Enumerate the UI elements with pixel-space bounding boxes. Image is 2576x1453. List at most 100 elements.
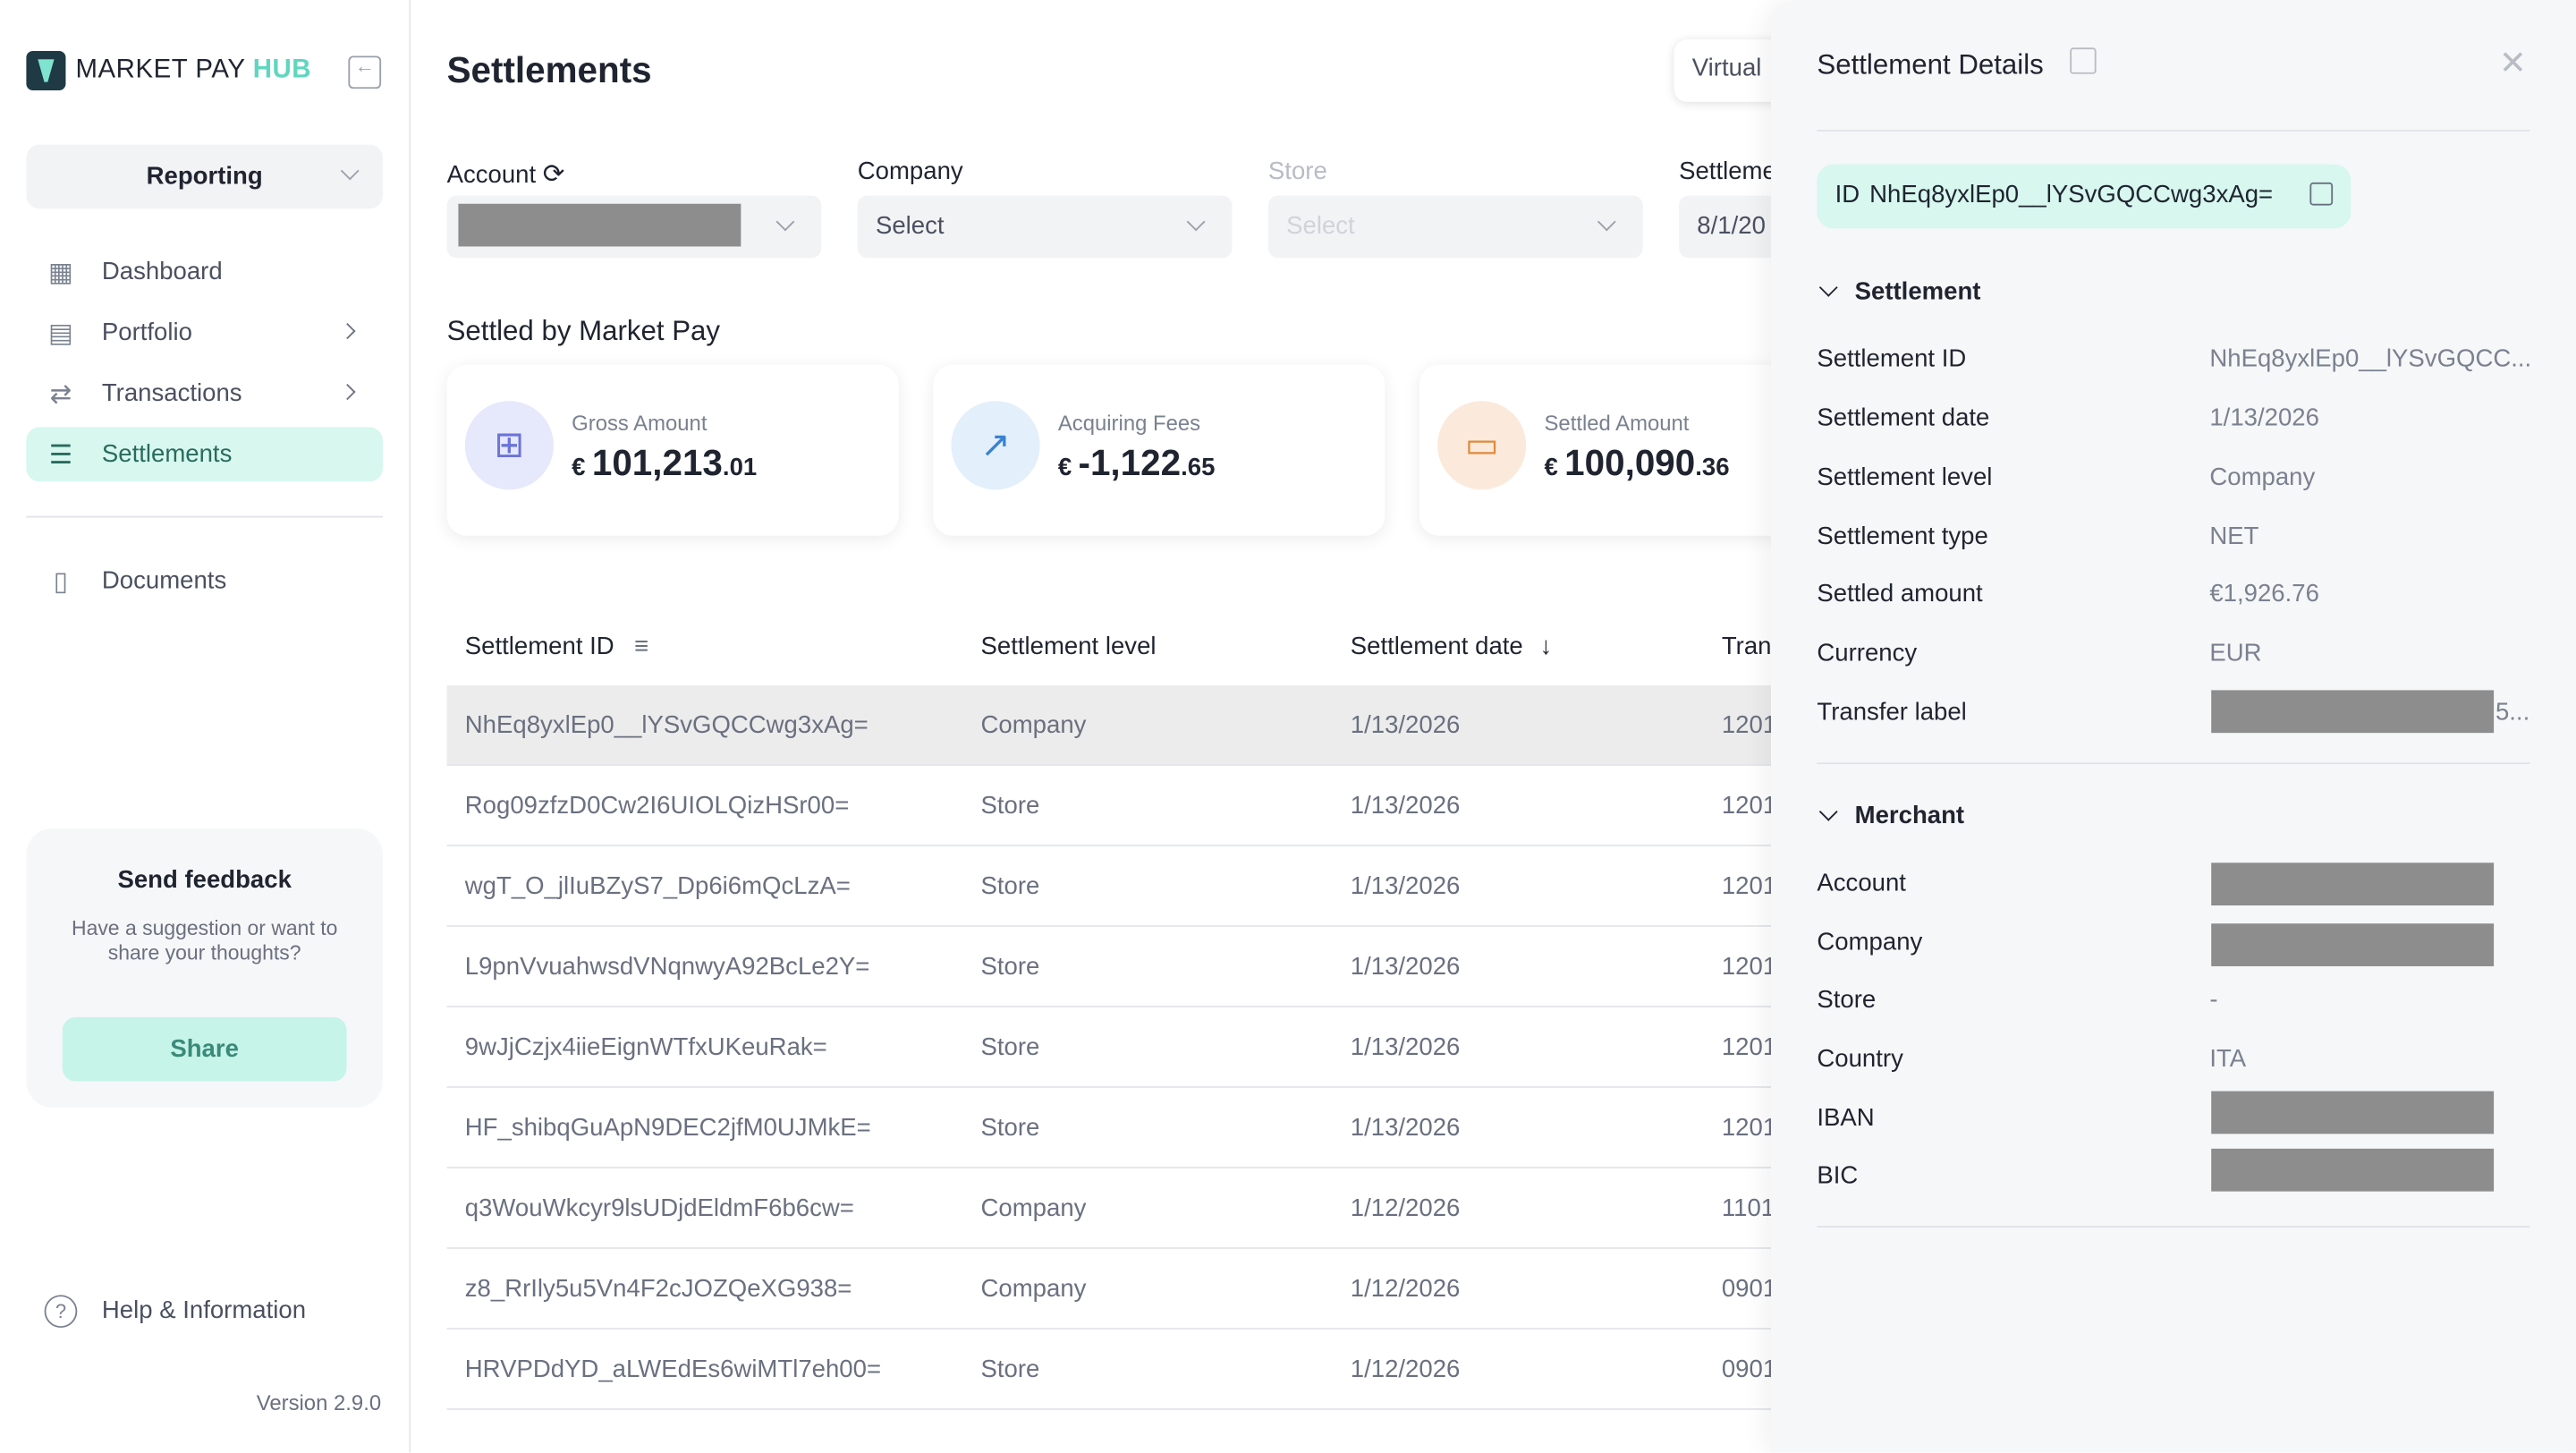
kpi-integer: 100,090	[1564, 442, 1696, 483]
table-row[interactable]: HF_shibqGuApN9DEC2jfM0UJMkE= Store 1/13/…	[446, 1088, 1775, 1168]
brand-name: MARKET PAY	[75, 55, 253, 84]
share-button[interactable]: Share	[62, 1016, 347, 1082]
settlement-date-value: 8/1/20	[1697, 211, 1766, 241]
detail-value: 1/13/2026	[2209, 404, 2319, 433]
sidebar-item-documents[interactable]: ▯ Documents	[26, 554, 383, 608]
chevron-down-icon	[1186, 212, 1206, 232]
kpi-label: Acquiring Fees	[1057, 411, 1201, 436]
kpi-currency: €	[1057, 453, 1072, 482]
sidebar-item-transactions[interactable]: ⇄ Transactions	[26, 367, 383, 421]
detail-value: Company	[2209, 463, 2316, 492]
cell-settlement-id: q3WouWkcyr9lsUDjdEldmF6b6cw=	[464, 1194, 854, 1223]
settlement-details-panel: Settlement Details ✕ ID NhEq8yxlEp0__lYSv…	[1770, 0, 2576, 1453]
kpi-currency: €	[1544, 453, 1558, 482]
cell-transfer: 1201	[1721, 1114, 1775, 1143]
filter-icon[interactable]: ≡	[634, 633, 649, 661]
table-row[interactable]: HRVPDdYD_aLWEdEs6wiMTl7eh00= Store 1/12/…	[446, 1330, 1775, 1410]
account-select[interactable]	[446, 195, 822, 259]
cell-transfer: 0901	[1721, 1355, 1775, 1384]
bookmark-plus-icon: ⊞	[464, 401, 554, 490]
kpi-integer: 101,213	[591, 442, 723, 483]
cell-settlement-level: Store	[980, 1114, 1040, 1143]
sidebar-divider	[26, 515, 383, 518]
cell-transfer: 1201	[1721, 872, 1775, 901]
feedback-title: Send feedback	[117, 865, 292, 895]
table-row[interactable]: Rog09zfzD0Cw2I6UIOLQizHSr00= Store 1/13/…	[446, 766, 1775, 846]
detail-key: IBAN	[1817, 1104, 1875, 1133]
cell-settlement-level: Store	[980, 1033, 1040, 1062]
table-row[interactable]: z8_RrIly5u5Vn4F2cJOZQeXG938= Company 1/1…	[446, 1249, 1775, 1330]
detail-value: EUR	[2209, 639, 2262, 667]
sidebar-item-settlements[interactable]: ☰ Settlements	[26, 427, 383, 482]
cell-settlement-id: 9wJjCzjx4iieEignWTfxUKeuRak=	[464, 1033, 827, 1062]
sidebar-item-dashboard[interactable]: ▦ Dashboard	[26, 245, 383, 300]
cell-settlement-id: HF_shibqGuApN9DEC2jfM0UJMkE=	[464, 1114, 871, 1143]
detail-key: Company	[1817, 928, 1923, 956]
settlement-date-filter-label: Settleme	[1679, 157, 1776, 186]
cell-settlement-date: 1/12/2026	[1350, 1275, 1461, 1304]
panel-divider	[1817, 130, 2530, 132]
table-row[interactable]: L9pnVvuahwsdVNqnwyA92BcLe2Y= Store 1/13/…	[446, 927, 1775, 1007]
column-header-transfer[interactable]: Tran	[1721, 633, 1772, 661]
bookmark-icon: ▭	[1437, 401, 1527, 490]
collapse-sidebar-icon[interactable]	[348, 55, 382, 89]
cell-settlement-level: Store	[980, 872, 1040, 901]
cell-settlement-id: wgT_O_jlIuBZyS7_Dp6i6mQcLzA=	[464, 872, 851, 901]
company-select[interactable]: Select	[857, 195, 1233, 259]
column-header-settlement-id[interactable]: Settlement ID ≡	[465, 608, 648, 685]
copy-icon[interactable]	[2309, 182, 2334, 206]
section-label: Merchant	[1854, 802, 1965, 830]
cell-transfer: 1201	[1721, 711, 1775, 740]
cell-settlement-date: 1/13/2026	[1350, 792, 1461, 820]
cell-settlement-level: Store	[980, 792, 1040, 820]
store-select[interactable]: Select	[1267, 195, 1643, 259]
settlement-section-toggle[interactable]: Settlement	[1817, 277, 1980, 306]
chevron-down-icon	[1597, 212, 1616, 232]
cell-transfer: 0901	[1721, 1275, 1775, 1304]
main-content: Settlements Virtual Account ⟳ Company Se…	[411, 0, 2576, 1453]
close-icon[interactable]: ✕	[2499, 46, 2527, 82]
account-label: Account	[446, 160, 537, 190]
kpi-decimals: .36	[1695, 453, 1730, 482]
merchant-section-toggle[interactable]: Merchant	[1817, 802, 1965, 830]
cell-settlement-id: Rog09zfzD0Cw2I6UIOLQizHSr00=	[464, 792, 850, 820]
section-selector[interactable]: Reporting	[26, 144, 383, 209]
table-row[interactable]: q3WouWkcyr9lsUDjdEldmF6b6cw= Company 1/1…	[446, 1168, 1775, 1249]
cell-transfer: 1201	[1721, 953, 1775, 981]
cell-settlement-id: NhEq8yxlEp0__lYSvGQCCwg3xAg=	[464, 711, 869, 740]
column-header-settlement-date[interactable]: Settlement date ↓	[1351, 608, 1552, 685]
detail-key: Settlement ID	[1817, 344, 1967, 373]
brand-hub: HUB	[252, 55, 312, 84]
detail-value: -	[2209, 986, 2218, 1015]
sidebar-item-label: Documents	[101, 566, 227, 595]
id-chip: ID NhEq8yxlEp0__lYSvGQCCwg3xAg=	[1817, 164, 2351, 229]
logo-icon	[26, 50, 66, 91]
table-row[interactable]: wgT_O_jlIuBZyS7_Dp6i6mQcLzA= Store 1/13/…	[446, 846, 1775, 927]
kpi-value: €101,213.01	[572, 442, 757, 485]
open-external-icon[interactable]	[2070, 47, 2097, 74]
cell-settlement-date: 1/13/2026	[1350, 872, 1461, 901]
column-header-settlement-level[interactable]: Settlement level	[980, 633, 1157, 661]
sidebar-item-label: Transactions	[101, 379, 242, 408]
sidebar: MARKET PAY HUB Reporting ▦ Dashboard ▤ P…	[0, 0, 411, 1453]
cell-settlement-level: Company	[980, 711, 1087, 740]
refresh-icon[interactable]: ⟳	[542, 160, 565, 190]
sidebar-item-portfolio[interactable]: ▤ Portfolio	[26, 306, 383, 361]
company-select-value: Select	[875, 211, 945, 241]
detail-key: Settlement date	[1817, 404, 1990, 433]
help-link[interactable]: ? Help & Information	[26, 1283, 306, 1338]
logo[interactable]: MARKET PAY HUB	[26, 50, 311, 91]
detail-value: 5...	[2495, 698, 2530, 726]
table-row[interactable]: NhEq8yxlEp0__lYSvGQCCwg3xAg= Company 1/1…	[446, 684, 1775, 766]
kpi-label: Settled Amount	[1544, 411, 1690, 436]
detail-key: Settlement level	[1817, 463, 1993, 492]
panel-title: Settlement Details	[1817, 49, 2044, 81]
kpi-acquiring-fees: ↗ Acquiring Fees € -1,122.65	[933, 364, 1385, 536]
table-row[interactable]: 9wJjCzjx4iieEignWTfxUKeuRak= Store 1/13/…	[446, 1007, 1775, 1088]
logo-text: MARKET PAY HUB	[75, 55, 311, 85]
chevron-right-icon	[339, 383, 356, 401]
detail-value: NET	[2209, 523, 2259, 551]
detail-key: Settled amount	[1817, 580, 1983, 608]
sort-down-icon[interactable]: ↓	[1539, 633, 1553, 661]
feedback-text: Have a suggestion or want to share your …	[71, 916, 338, 965]
